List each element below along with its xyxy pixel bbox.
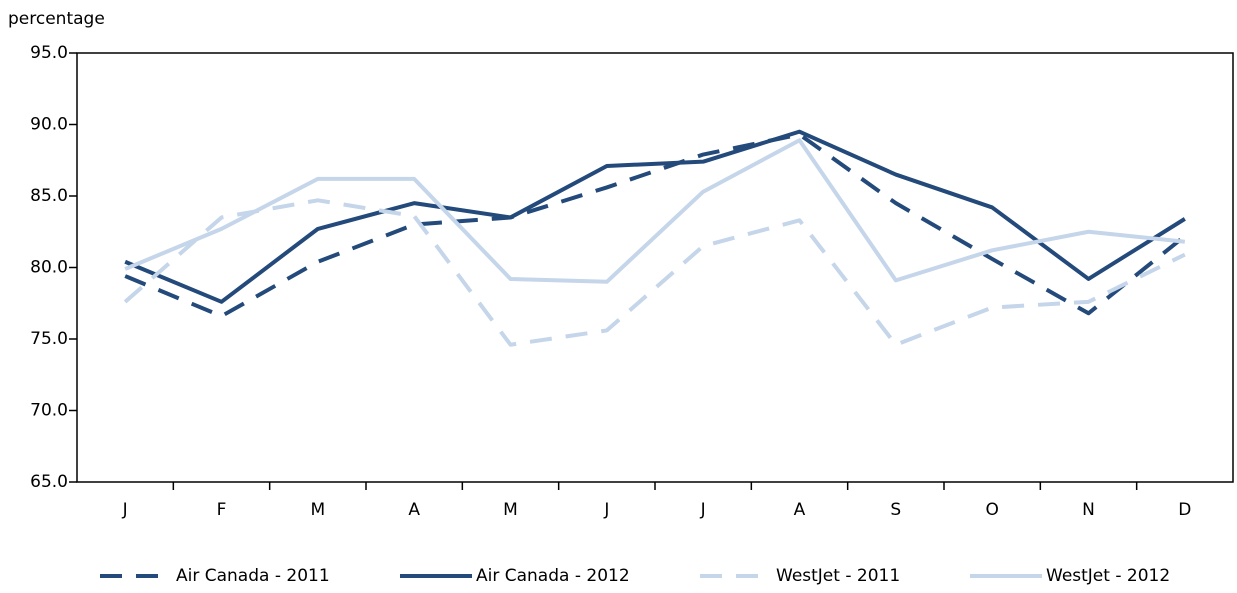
line-series	[124, 129, 1186, 304]
plot-frame	[76, 52, 1234, 483]
y-tick-label: 80.0	[30, 258, 68, 278]
legend-label: WestJet - 2012	[1046, 566, 1170, 586]
x-tick-label: F	[217, 500, 227, 520]
x-tick-label: D	[1178, 500, 1191, 520]
y-tick-label: 90.0	[30, 115, 68, 135]
x-tick-label: N	[1082, 500, 1095, 520]
x-tick-label: J	[603, 500, 609, 520]
legend-label: Air Canada - 2011	[176, 566, 330, 586]
x-tick-label: A	[794, 500, 806, 520]
x-tick-label: J	[700, 500, 706, 520]
x-tick-label: S	[890, 500, 901, 520]
line-series	[124, 132, 1187, 319]
y-tick-label: 85.0	[30, 186, 68, 206]
x-tick-label: A	[408, 500, 420, 520]
x-tick-label: O	[985, 500, 998, 520]
y-tick-label: 75.0	[30, 329, 68, 349]
line-series	[123, 198, 1186, 347]
y-tick-label: 95.0	[30, 43, 68, 63]
legend-label: Air Canada - 2012	[476, 566, 630, 586]
x-tick-label: M	[310, 500, 325, 520]
legend-label: WestJet - 2011	[776, 566, 900, 586]
x-tick-label: M	[503, 500, 518, 520]
y-axis-label: percentage	[8, 9, 105, 29]
y-tick-label: 70.0	[30, 401, 68, 421]
line-series	[124, 138, 1186, 284]
x-tick-label: J	[122, 500, 128, 520]
y-tick-label: 65.0	[30, 472, 68, 492]
